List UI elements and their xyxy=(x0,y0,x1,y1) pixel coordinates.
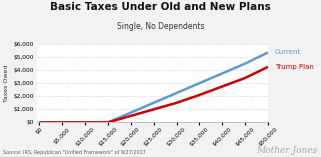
Trump Plan xyxy=(83,122,87,123)
Current xyxy=(106,122,110,123)
Y-axis label: Taxes Owed: Taxes Owed xyxy=(4,65,10,102)
Current xyxy=(243,63,247,65)
Trump Plan xyxy=(197,94,201,96)
Trump Plan xyxy=(37,122,41,123)
Trump Plan xyxy=(175,102,178,104)
Line: Current: Current xyxy=(39,52,268,122)
Trump Plan xyxy=(152,108,156,110)
Trump Plan xyxy=(60,122,64,123)
Text: Single, No Dependents: Single, No Dependents xyxy=(117,22,204,31)
Current xyxy=(83,122,87,123)
Text: Current: Current xyxy=(275,49,301,55)
Text: Basic Taxes Under Old and New Plans: Basic Taxes Under Old and New Plans xyxy=(50,2,271,12)
Text: Mother Jones: Mother Jones xyxy=(256,146,318,155)
Trump Plan xyxy=(220,86,224,87)
Current xyxy=(266,51,270,53)
Current xyxy=(129,112,133,114)
Current xyxy=(197,82,201,84)
Current xyxy=(220,73,224,74)
Line: Trump Plan: Trump Plan xyxy=(39,67,268,122)
Text: Source: IRS, Republican "Unified Framework" of 9/27/2017: Source: IRS, Republican "Unified Framewo… xyxy=(3,150,146,155)
Trump Plan xyxy=(243,77,247,79)
Text: Trump Plan: Trump Plan xyxy=(275,64,314,70)
Current xyxy=(152,102,156,104)
Trump Plan xyxy=(129,115,133,117)
Trump Plan xyxy=(266,66,270,68)
Current xyxy=(175,92,178,94)
Current xyxy=(37,122,41,123)
Current xyxy=(60,122,64,123)
Trump Plan xyxy=(106,122,110,123)
